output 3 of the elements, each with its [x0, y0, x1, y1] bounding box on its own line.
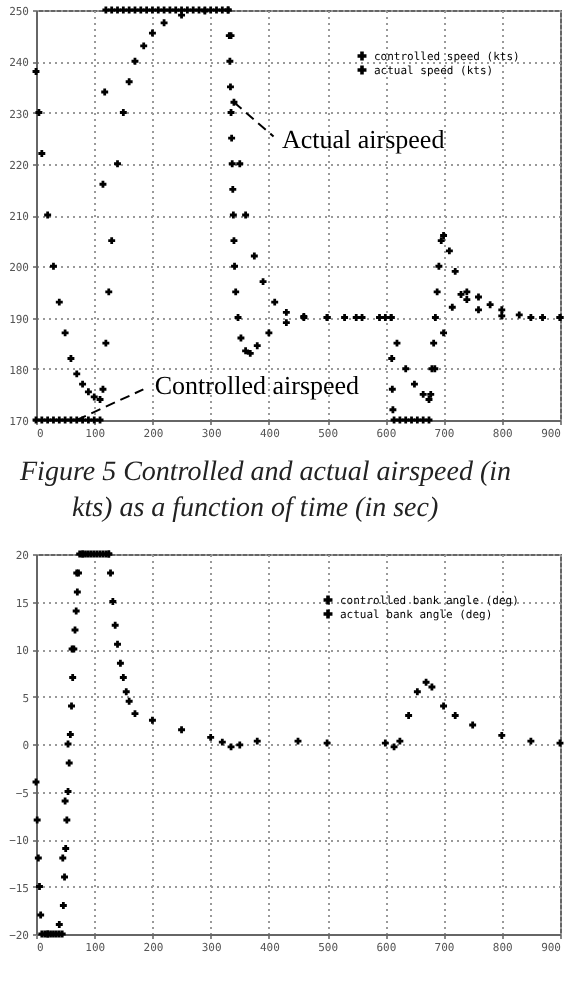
caption: Figure 5 Controlled and actual airspeed (in kts) as a function of time (in sec) [18, 456, 513, 528]
annotation: Actual airspeed [281, 124, 446, 155]
annotation: Controlled airspeed [154, 370, 361, 400]
